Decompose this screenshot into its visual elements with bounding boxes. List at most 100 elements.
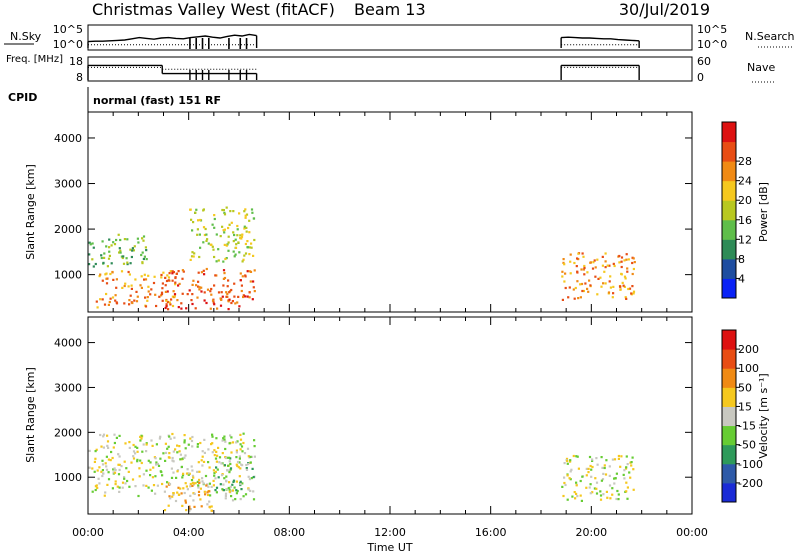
cell-1-77 — [147, 274, 150, 277]
cell-0-121 — [215, 437, 218, 440]
cell-2-72 — [205, 267, 208, 271]
cell-0-8 — [143, 255, 146, 258]
cell-3-102 — [617, 454, 620, 458]
time-tick-label-5: 20:00 — [575, 526, 607, 539]
cell-0-103 — [200, 459, 203, 462]
cell-3-13 — [590, 475, 593, 478]
cell-3-38 — [596, 463, 599, 466]
beam-title: Beam 13 — [354, 0, 426, 19]
cell-4-61 — [631, 272, 634, 276]
cell-0-126 — [179, 453, 182, 456]
cell-2-88 — [166, 290, 169, 293]
cell-1-41 — [169, 270, 172, 273]
cell-0-96 — [191, 469, 194, 472]
cell-3-110 — [626, 497, 629, 500]
cell-0-65 — [107, 478, 111, 481]
cell-3-36 — [245, 213, 249, 216]
cell-0-197 — [113, 471, 117, 474]
cell-0-239 — [240, 445, 244, 448]
cell-0-11 — [108, 238, 111, 241]
cell-3-38 — [250, 208, 254, 211]
cell-0-195 — [168, 452, 171, 455]
cell-1-42 — [127, 270, 130, 274]
cell-2-50 — [249, 270, 253, 273]
cell-2-17 — [224, 492, 228, 495]
nave-tick-top: 60 — [697, 55, 711, 68]
cell-0-226 — [181, 474, 185, 477]
date-title: 30/Jul/2019 — [619, 0, 710, 19]
cell-3-86 — [203, 233, 206, 237]
cell-4-105 — [597, 277, 600, 280]
cell-0-321 — [101, 463, 105, 466]
cell-3-18 — [622, 473, 625, 476]
cell-1-13 — [114, 299, 117, 302]
cell-1-16 — [109, 272, 112, 276]
cell-0-127 — [136, 450, 139, 453]
cell-3-60 — [629, 476, 632, 479]
cell-3-77 — [605, 459, 608, 462]
cell-0-113 — [227, 464, 230, 467]
time-tick-label-2: 08:00 — [273, 526, 305, 539]
cell-2-91 — [246, 270, 249, 273]
cell-0-253 — [191, 435, 194, 439]
cell-0-83 — [149, 461, 152, 464]
cell-4-44 — [582, 289, 585, 293]
cell-2-13 — [253, 455, 256, 458]
cell-3-5 — [213, 226, 216, 229]
cell-3-96 — [614, 477, 617, 480]
cell-4-47 — [632, 257, 635, 260]
cell-2-41 — [219, 304, 223, 307]
cell-2-24 — [237, 295, 240, 298]
cell-3-59 — [589, 492, 592, 495]
colorbar-swatch-6 — [722, 368, 736, 388]
cell-0-232 — [171, 456, 174, 460]
cell-3-58 — [230, 221, 233, 224]
cell-3-43 — [250, 242, 253, 245]
cell-3-20 — [245, 230, 248, 233]
cell-2-29 — [225, 291, 228, 294]
cell-0-17 — [196, 443, 199, 446]
cell-0-109 — [150, 489, 153, 492]
cell-0-30 — [201, 455, 204, 458]
cell-0-124 — [203, 451, 206, 454]
cell-3-107 — [569, 459, 572, 462]
cell-2-17 — [242, 295, 245, 299]
cell-1-48 — [197, 494, 201, 497]
colorbar-swatch-0 — [722, 482, 736, 503]
cell-2-94 — [197, 280, 200, 283]
cell-0-172 — [109, 459, 112, 462]
cell-3-99 — [590, 468, 593, 471]
cell-0-59 — [145, 249, 148, 252]
freq-series — [87, 64, 640, 80]
cell-1-3 — [169, 303, 172, 306]
cell-4-66 — [618, 261, 621, 264]
cell-0-107 — [112, 446, 115, 449]
cell-0-274 — [201, 480, 204, 483]
cell-0-61 — [119, 251, 122, 254]
cell-0-5 — [187, 443, 190, 446]
cell-2-15 — [181, 292, 184, 295]
cell-0-240 — [190, 465, 193, 468]
cell-0-130 — [241, 450, 244, 453]
cell-0-14 — [91, 242, 94, 245]
cell-2-79 — [200, 290, 203, 293]
cell-3-85 — [215, 233, 218, 236]
cell-1-3 — [184, 482, 187, 485]
cell-4-106 — [618, 254, 621, 258]
cell-0-257 — [199, 487, 202, 490]
cell-0-301 — [94, 488, 97, 492]
cell-3-89 — [570, 468, 573, 471]
cell-0-292 — [184, 454, 187, 457]
cell-0-338 — [215, 491, 218, 494]
cell-3-7 — [226, 243, 229, 246]
cell-0-196 — [112, 471, 115, 474]
cell-4-94 — [573, 297, 576, 300]
cell-2-42 — [205, 301, 208, 305]
cell-2-24 — [245, 467, 248, 470]
cell-3-92 — [594, 477, 597, 480]
cell-2-65 — [206, 288, 210, 291]
cell-0-294 — [145, 469, 148, 472]
cell-4-23 — [611, 296, 614, 299]
cell-3-92 — [240, 235, 244, 238]
cell-2-82 — [185, 307, 188, 310]
